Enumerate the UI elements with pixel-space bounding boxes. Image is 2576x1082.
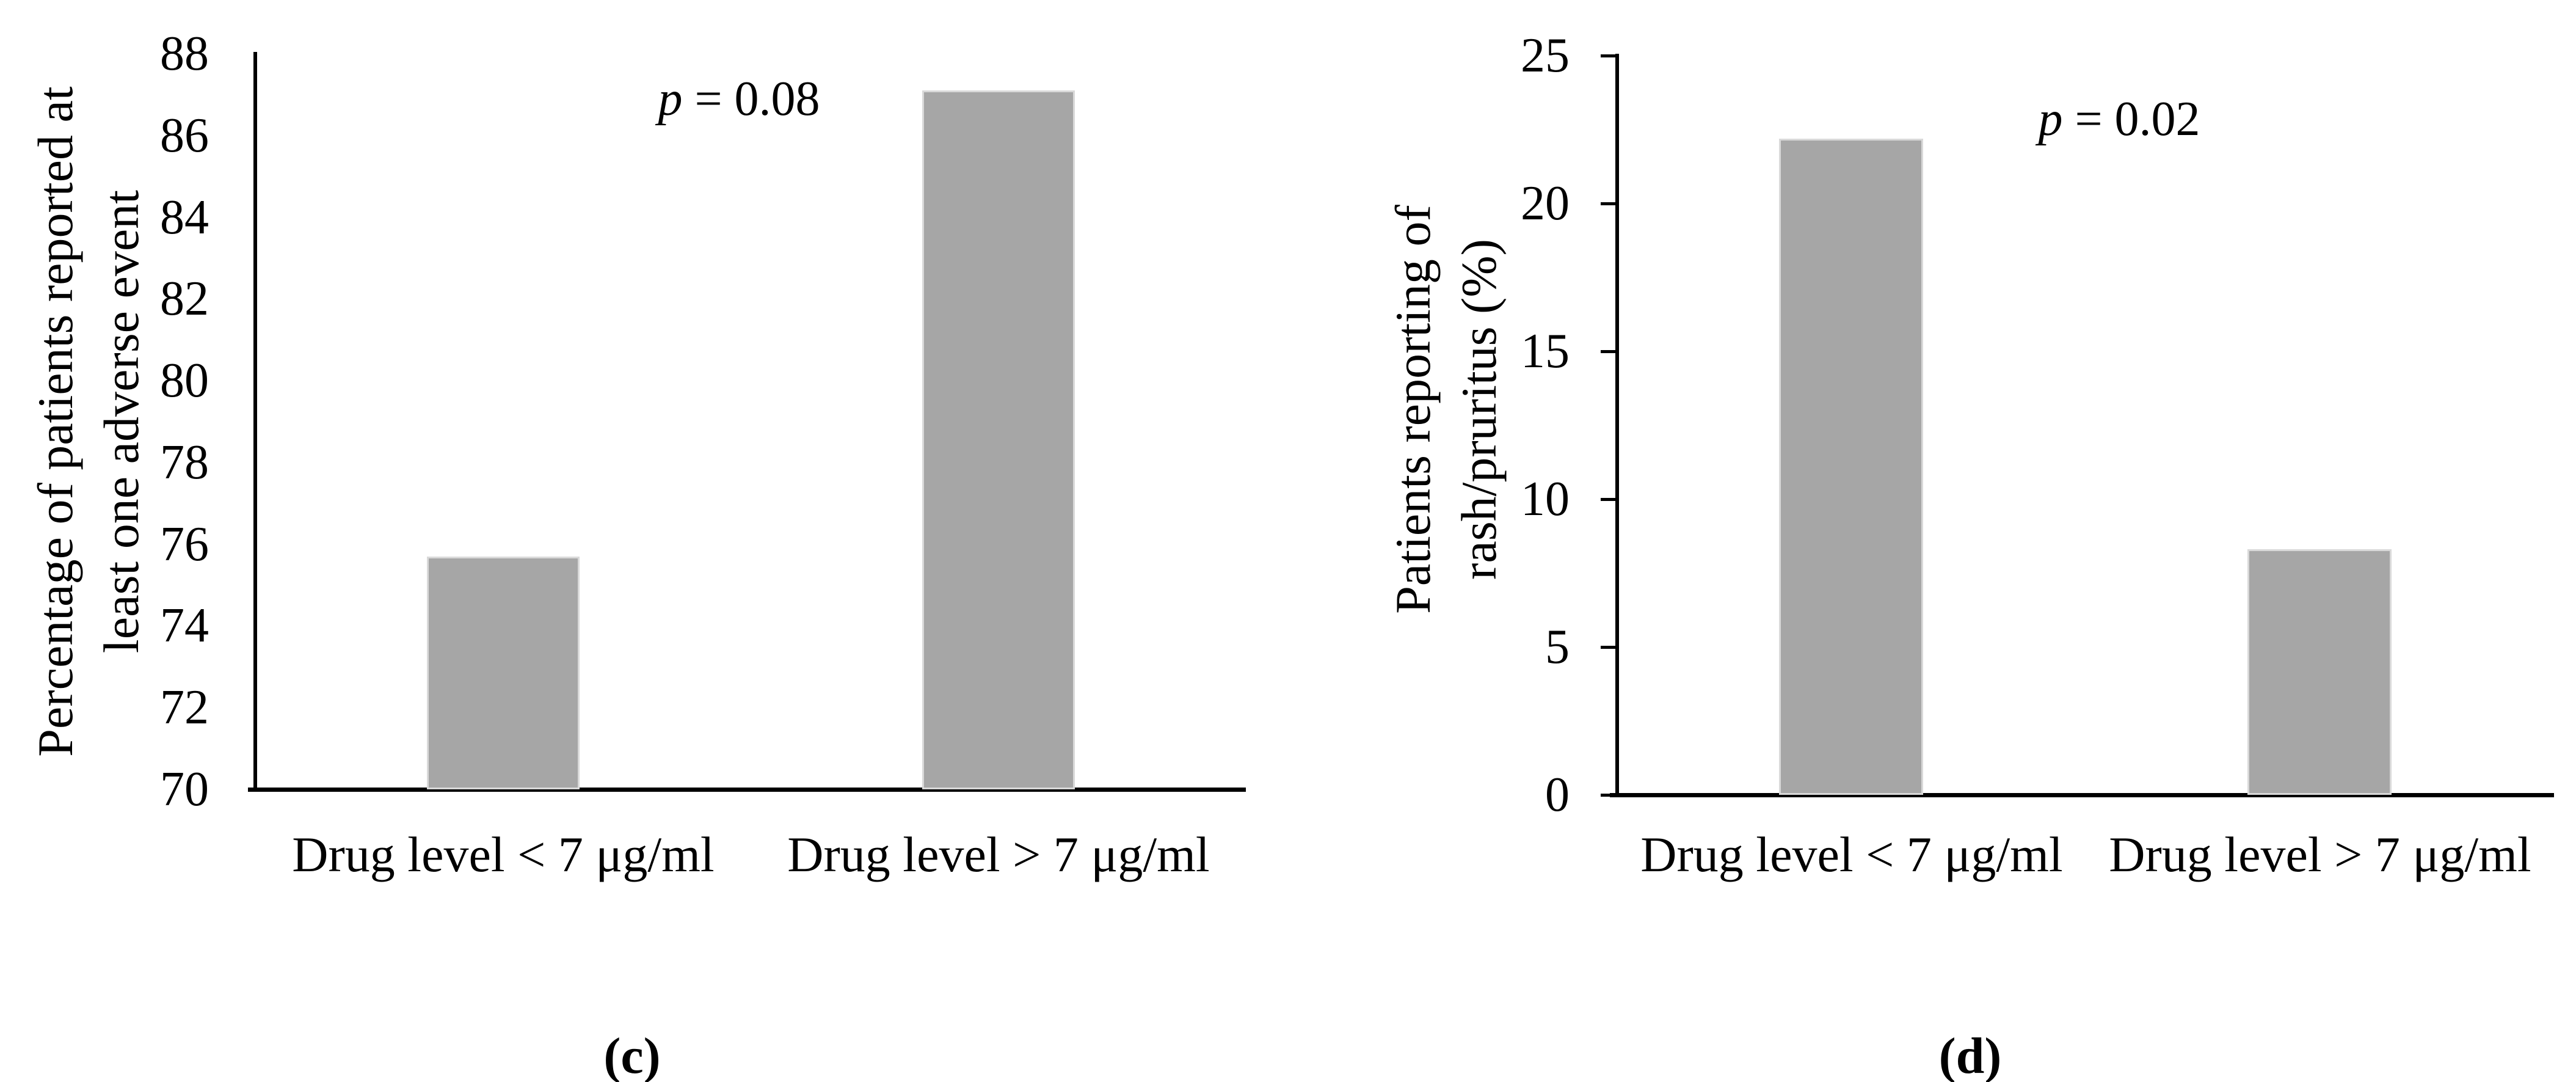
subfigure-caption-d: (d) bbox=[1938, 1028, 2002, 1082]
y-tick-label: 88 bbox=[160, 27, 209, 81]
p-symbol: p bbox=[658, 72, 683, 126]
y-tick-label: 0 bbox=[1545, 768, 1570, 822]
y-tick-label: 5 bbox=[1545, 620, 1570, 674]
p-value-annotation: p = 0.02 bbox=[2038, 92, 2200, 147]
x-axis-line bbox=[248, 788, 1246, 792]
bar-d-drug-level-gt-7 bbox=[2247, 549, 2392, 795]
x-axis-line bbox=[1610, 793, 2554, 797]
y-tick-label: 74 bbox=[160, 599, 209, 652]
x-category-label-lt7: Drug level < 7 μg/ml bbox=[292, 827, 715, 882]
y-tick-label: 78 bbox=[160, 436, 209, 489]
y-tick-mark bbox=[1601, 646, 1617, 649]
y-tick-label: 86 bbox=[160, 109, 209, 163]
bar-c-drug-level-gt-7 bbox=[922, 90, 1075, 789]
y-tick-label: 10 bbox=[1521, 472, 1570, 526]
y-axis-title: Patients reporting of rash/pruritus (%) bbox=[1380, 205, 1512, 614]
y-tick-label: 70 bbox=[160, 762, 209, 816]
y-tick-label: 76 bbox=[160, 517, 209, 571]
y-tick-mark bbox=[1601, 498, 1617, 501]
p-symbol: p bbox=[2038, 92, 2063, 146]
y-tick-label: 72 bbox=[160, 681, 209, 734]
y-tick-mark bbox=[1601, 54, 1617, 57]
y-tick-label: 84 bbox=[160, 191, 209, 244]
x-category-label-gt7: Drug level > 7 μg/ml bbox=[787, 827, 1210, 882]
bar-d-drug-level-lt-7 bbox=[1779, 139, 1923, 795]
y-tick-label: 80 bbox=[160, 354, 209, 408]
y-axis-title-line-2: rash/pruritus (%) bbox=[1451, 239, 1507, 580]
x-category-label-lt7: Drug level < 7 μg/ml bbox=[1640, 827, 2063, 882]
y-tick-label: 20 bbox=[1521, 177, 1570, 230]
y-tick-label: 25 bbox=[1521, 29, 1570, 82]
y-tick-label: 15 bbox=[1521, 324, 1570, 378]
p-value-text: = 0.08 bbox=[682, 72, 820, 126]
bar-c-drug-level-lt-7 bbox=[427, 557, 580, 789]
y-tick-mark bbox=[1601, 350, 1617, 353]
subfigure-caption-c: (c) bbox=[603, 1028, 661, 1082]
y-tick-label: 82 bbox=[160, 272, 209, 326]
p-value-annotation: p = 0.08 bbox=[658, 71, 820, 127]
y-tick-mark bbox=[1601, 202, 1617, 205]
y-axis-line bbox=[253, 52, 257, 791]
p-value-text: = 0.02 bbox=[2062, 92, 2200, 146]
x-category-label-gt7: Drug level > 7 μg/ml bbox=[2109, 827, 2531, 882]
y-axis-title-line-1: Patients reporting of bbox=[1384, 205, 1441, 614]
y-tick-mark bbox=[1601, 794, 1617, 797]
y-axis-line bbox=[1615, 54, 1619, 797]
